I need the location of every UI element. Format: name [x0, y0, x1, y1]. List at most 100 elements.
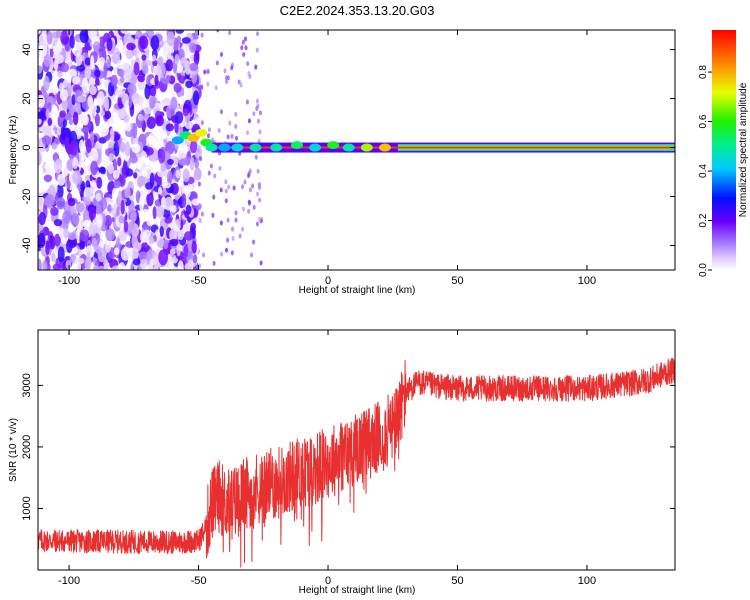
- band-blob: [231, 143, 244, 152]
- noise-blob: [150, 35, 160, 51]
- noise-blob: [241, 39, 245, 45]
- x-tick-label: -50: [191, 275, 207, 287]
- noise-blob: [101, 197, 107, 205]
- noise-blob: [248, 187, 252, 193]
- band-blob: [195, 128, 208, 137]
- band-blob: [290, 141, 303, 150]
- spectrogram-x-label: Height of straight line (km): [299, 285, 416, 296]
- noise-blob: [94, 244, 101, 254]
- noise-blob: [75, 202, 85, 213]
- y-tick-label: 1000: [21, 496, 33, 520]
- noise-blob: [185, 204, 192, 215]
- noise-blob: [162, 30, 167, 38]
- noise-blob: [96, 213, 103, 228]
- noise-blob: [98, 136, 107, 144]
- noise-blob: [99, 124, 109, 137]
- noise-blob: [95, 77, 100, 86]
- noise-blob: [203, 69, 207, 75]
- noise-blob: [43, 174, 53, 183]
- noise-blob: [142, 64, 149, 75]
- noise-blob: [184, 60, 192, 75]
- noise-blob: [74, 257, 85, 265]
- noise-blob: [144, 84, 151, 100]
- noise-blob: [83, 209, 91, 223]
- noise-blob: [220, 51, 224, 57]
- noise-blob: [200, 32, 204, 38]
- noise-blob: [252, 111, 256, 117]
- noise-blob: [255, 221, 259, 227]
- noise-blob: [200, 120, 204, 126]
- noise-blob: [225, 79, 229, 85]
- colorbar-tick-label: 0.6: [698, 114, 709, 128]
- noise-blob: [191, 74, 197, 84]
- noise-blob: [158, 186, 163, 195]
- noise-blob: [166, 31, 175, 47]
- noise-blob: [122, 164, 127, 175]
- noise-blob: [257, 138, 261, 144]
- noise-blob: [96, 176, 103, 189]
- noise-blob: [194, 157, 200, 170]
- noise-blob: [110, 74, 118, 87]
- noise-blob: [67, 68, 77, 79]
- noise-blob: [113, 47, 121, 59]
- noise-blob: [133, 172, 138, 179]
- noise-blob: [64, 136, 70, 148]
- noise-blob: [189, 140, 198, 153]
- noise-blob: [212, 194, 216, 200]
- colorbar: 0.0 0.2 0.4 0.6 0.8 Normalized spectral ampl…: [698, 30, 749, 277]
- noise-blob: [76, 95, 87, 103]
- noise-blob: [148, 262, 154, 270]
- noise-blob: [252, 239, 256, 245]
- noise-blob: [88, 85, 97, 96]
- noise-blob: [156, 206, 165, 218]
- noise-blob: [178, 96, 184, 105]
- noise-blob: [38, 111, 47, 120]
- noise-blob: [60, 30, 70, 45]
- noise-blob: [131, 233, 138, 249]
- noise-blob: [161, 98, 171, 106]
- noise-blob: [155, 115, 164, 127]
- noise-blob: [214, 85, 218, 91]
- noise-blob: [65, 259, 72, 270]
- snr-panel: -100 -50 0 50 100 1000 2000 3000 Height of str…: [8, 329, 676, 596]
- noise-blob: [83, 187, 93, 201]
- noise-blob: [92, 41, 100, 52]
- noise-blob: [246, 61, 250, 67]
- noise-blob: [137, 75, 145, 83]
- noise-blob: [43, 41, 48, 57]
- noise-blob: [259, 260, 263, 266]
- snr-y-label: SNR (10 * v/v): [8, 418, 19, 482]
- colorbar-tick-label: 0.8: [698, 65, 709, 79]
- noise-blob: [146, 116, 157, 129]
- noise-blob: [145, 182, 153, 190]
- noise-blob: [188, 42, 197, 54]
- noise-blob: [234, 111, 238, 117]
- noise-blob: [243, 36, 247, 42]
- x-tick-label: -100: [58, 275, 80, 287]
- noise-blob: [234, 217, 238, 223]
- noise-blob: [258, 129, 262, 135]
- colorbar-label: Normalized spectral amplitude: [738, 82, 749, 217]
- noise-blob: [120, 76, 125, 84]
- noise-blob: [183, 231, 194, 241]
- noise-blob: [53, 233, 61, 247]
- noise-blob: [71, 212, 80, 227]
- noise-blob: [112, 65, 118, 74]
- noise-blob: [38, 94, 45, 109]
- noise-blob: [141, 168, 147, 177]
- noise-blob: [175, 218, 181, 226]
- noise-blob: [258, 197, 262, 203]
- noise-blob: [129, 154, 138, 164]
- noise-blob: [59, 110, 66, 118]
- noise-blob: [67, 232, 77, 240]
- snr-frame: [37, 329, 676, 571]
- noise-blob: [72, 111, 79, 126]
- noise-blob: [84, 57, 92, 66]
- noise-blob: [80, 114, 89, 126]
- noise-blob: [187, 237, 193, 252]
- noise-blob: [192, 254, 198, 264]
- noise-blob: [95, 192, 102, 202]
- noise-blob: [219, 109, 223, 115]
- noise-blob: [121, 44, 127, 55]
